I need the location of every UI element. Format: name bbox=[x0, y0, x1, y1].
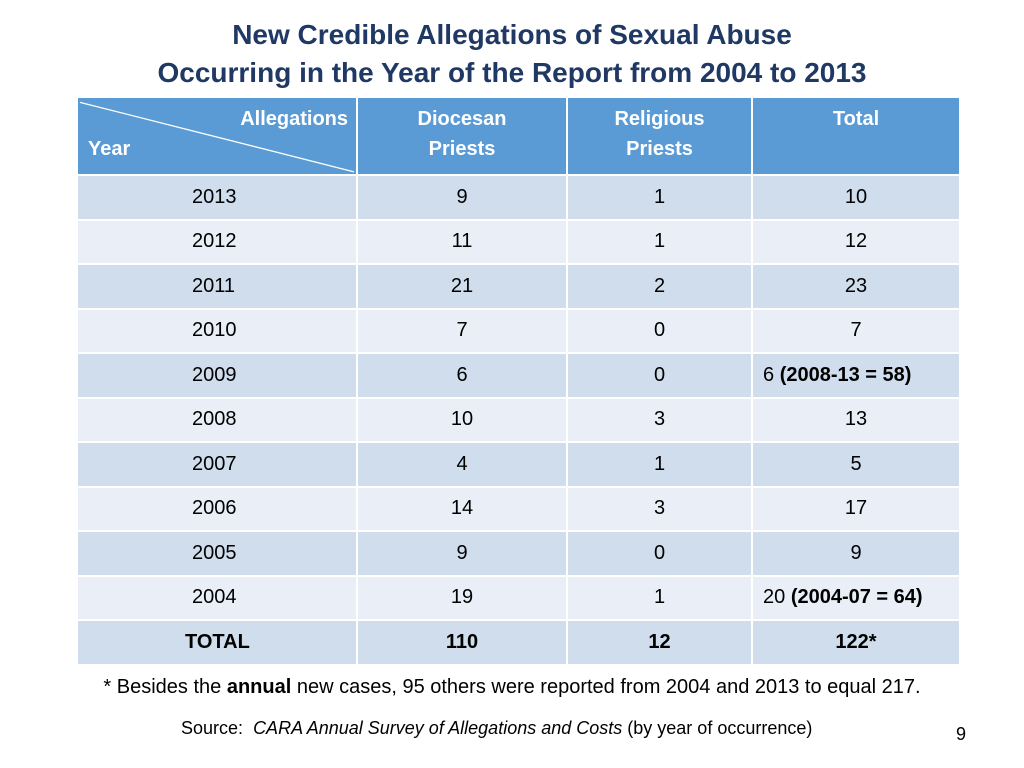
total-cell: 9 bbox=[751, 530, 961, 577]
religious-cell: 3 bbox=[566, 485, 753, 532]
footnote-emphasis: annual bbox=[226, 676, 292, 698]
totals-religious: 12 bbox=[566, 619, 753, 666]
total-value: 20 bbox=[763, 586, 786, 609]
year-cell: 2009 bbox=[76, 352, 358, 399]
table-row: 2012 11 1 12 bbox=[76, 218, 961, 265]
total-value: 6 bbox=[763, 363, 775, 386]
year-cell: 2010 bbox=[76, 307, 358, 354]
diocesan-cell: 11 bbox=[356, 218, 568, 265]
cumulative-note: (2008-13 = 58) bbox=[779, 363, 912, 386]
table-row: 2011 21 2 23 bbox=[76, 263, 961, 310]
diocesan-cell: 9 bbox=[356, 174, 568, 221]
header-total: Total bbox=[751, 96, 961, 176]
table-header-row: Allegations Year Diocesan Priests Religi… bbox=[76, 96, 961, 176]
total-cell: 10 bbox=[751, 174, 961, 221]
table-row: 2010 7 0 7 bbox=[76, 307, 961, 354]
table-row: 2013 9 1 10 bbox=[76, 174, 961, 221]
table-row: 2006 14 3 17 bbox=[76, 485, 961, 532]
religious-cell: 2 bbox=[566, 263, 753, 310]
year-cell: 2011 bbox=[76, 263, 358, 310]
totals-label: TOTAL bbox=[76, 619, 358, 666]
total-cell-with-note: 20 (2004-07 = 64) bbox=[751, 574, 961, 621]
religious-cell: 3 bbox=[566, 396, 753, 443]
footnote-suffix: new cases, 95 others were reported from … bbox=[296, 676, 921, 698]
total-cell: 5 bbox=[751, 441, 961, 488]
totals-row: TOTAL 110 12 122* bbox=[76, 619, 961, 666]
diagonal-divider bbox=[79, 101, 355, 173]
source-title: CARA Annual Survey of Allegations and Co… bbox=[253, 718, 623, 738]
total-cell: 23 bbox=[751, 263, 961, 310]
diocesan-cell: 9 bbox=[356, 530, 568, 577]
total-cell: 13 bbox=[751, 396, 961, 443]
totals-diocesan: 110 bbox=[356, 619, 568, 666]
religious-cell: 1 bbox=[566, 574, 753, 621]
table-row: 2004 19 1 20 (2004-07 = 64) bbox=[76, 574, 961, 621]
header-corner-cell: Allegations Year bbox=[76, 96, 358, 176]
totals-total: 122* bbox=[751, 619, 961, 666]
total-cell-with-note: 6 (2008-13 = 58) bbox=[751, 352, 961, 399]
page-number: 9 bbox=[956, 724, 967, 744]
diocesan-cell: 4 bbox=[356, 441, 568, 488]
year-cell: 2013 bbox=[76, 174, 358, 221]
diocesan-cell: 10 bbox=[356, 396, 568, 443]
diocesan-cell: 6 bbox=[356, 352, 568, 399]
header-religious-priests: Religious Priests bbox=[566, 96, 753, 176]
total-cell: 17 bbox=[751, 485, 961, 532]
footnote: * Besides the annual new cases, 95 other… bbox=[0, 676, 1024, 699]
religious-cell: 1 bbox=[566, 441, 753, 488]
table-row: 2008 10 3 13 bbox=[76, 396, 961, 443]
header-diocesan-priests: Diocesan Priests bbox=[356, 96, 568, 176]
header-religious-line2: Priests bbox=[626, 138, 693, 160]
religious-cell: 1 bbox=[566, 218, 753, 265]
religious-cell: 0 bbox=[566, 352, 753, 399]
diocesan-cell: 21 bbox=[356, 263, 568, 310]
religious-cell: 1 bbox=[566, 174, 753, 221]
slide-title: New Credible Allegations of Sexual Abuse… bbox=[0, 16, 1024, 92]
total-cell: 7 bbox=[751, 307, 961, 354]
allegations-table: Allegations Year Diocesan Priests Religi… bbox=[76, 96, 961, 666]
year-cell: 2005 bbox=[76, 530, 358, 577]
cumulative-note: (2004-07 = 64) bbox=[790, 586, 923, 609]
title-line-2: Occurring in the Year of the Report from… bbox=[157, 57, 867, 88]
footnote-prefix: * Besides the bbox=[103, 676, 222, 698]
source-suffix: (by year of occurrence) bbox=[627, 718, 813, 738]
year-cell: 2012 bbox=[76, 218, 358, 265]
religious-cell: 0 bbox=[566, 307, 753, 354]
diocesan-cell: 14 bbox=[356, 485, 568, 532]
year-cell: 2008 bbox=[76, 396, 358, 443]
diocesan-cell: 7 bbox=[356, 307, 568, 354]
header-total-label: Total bbox=[832, 108, 880, 130]
year-cell: 2006 bbox=[76, 485, 358, 532]
year-cell: 2007 bbox=[76, 441, 358, 488]
source-line: Source: CARA Annual Survey of Allegation… bbox=[181, 718, 812, 739]
header-religious-line1: Religious bbox=[614, 108, 705, 130]
table-row: 2007 4 1 5 bbox=[76, 441, 961, 488]
table-row: 2009 6 0 6 (2008-13 = 58) bbox=[76, 352, 961, 399]
header-year-label: Year bbox=[88, 138, 131, 160]
header-allegations-label: Allegations bbox=[240, 108, 348, 130]
header-diocesan-line1: Diocesan bbox=[417, 108, 507, 130]
year-cell: 2004 bbox=[76, 574, 358, 621]
religious-cell: 0 bbox=[566, 530, 753, 577]
total-cell: 12 bbox=[751, 218, 961, 265]
header-diocesan-line2: Priests bbox=[428, 138, 496, 160]
title-line-1: New Credible Allegations of Sexual Abuse bbox=[232, 19, 792, 50]
table-row: 2005 9 0 9 bbox=[76, 530, 961, 577]
source-label: Source: bbox=[181, 718, 244, 738]
diocesan-cell: 19 bbox=[356, 574, 568, 621]
